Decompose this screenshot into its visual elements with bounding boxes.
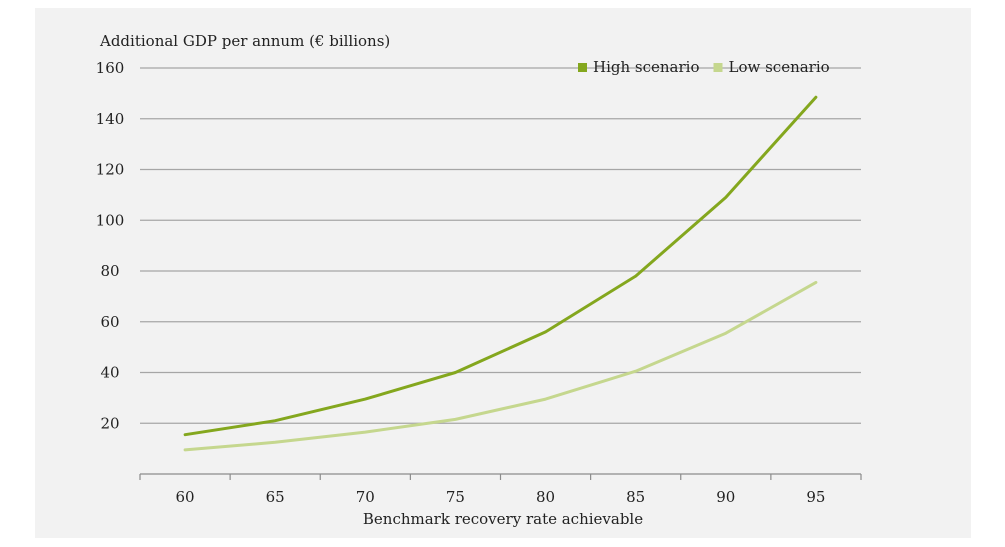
- series-line-low-scenario: [183, 280, 818, 452]
- y-tick-label: 20: [100, 414, 119, 432]
- y-tick-label: 140: [96, 110, 125, 128]
- y-tick-label: 40: [100, 364, 119, 382]
- y-tick-label: 120: [96, 161, 125, 179]
- y-tick-label: 60: [100, 313, 119, 331]
- x-tick-label: 95: [806, 488, 825, 506]
- chart-panel: Additional GDP per annum (€ billions) 20…: [35, 8, 971, 538]
- legend-label-high-scenario: High scenario: [593, 58, 700, 76]
- y-tick-label: 80: [100, 262, 119, 280]
- x-tick-label: 60: [176, 488, 195, 506]
- x-tick-label: 70: [356, 488, 375, 506]
- x-axis: 60 65 70 75 80 85 90 95: [139, 473, 862, 506]
- gridlines: [140, 67, 861, 424]
- x-tick-label: 90: [716, 488, 735, 506]
- x-tick-label: 80: [536, 488, 555, 506]
- series-lines: [183, 95, 818, 452]
- y-tick-label: 100: [96, 211, 125, 229]
- line-chart: Additional GDP per annum (€ billions) 20…: [96, 32, 862, 528]
- x-tick-label: 85: [626, 488, 645, 506]
- series-line-high-scenario: [183, 95, 818, 437]
- chart-title: Additional GDP per annum (€ billions): [99, 32, 390, 50]
- y-tick-label: 160: [96, 59, 125, 77]
- x-tick-label: 75: [446, 488, 465, 506]
- x-axis-label: Benchmark recovery rate achievable: [363, 510, 643, 528]
- legend-swatch-low-scenario: [713, 63, 723, 72]
- legend-swatch-high-scenario: [578, 63, 587, 72]
- x-tick-label: 65: [266, 488, 285, 506]
- legend: High scenario Low scenario: [578, 58, 830, 76]
- y-tick-labels: 20 40 60 80 100 120 140 160: [96, 59, 125, 432]
- legend-label-low-scenario: Low scenario: [729, 58, 830, 76]
